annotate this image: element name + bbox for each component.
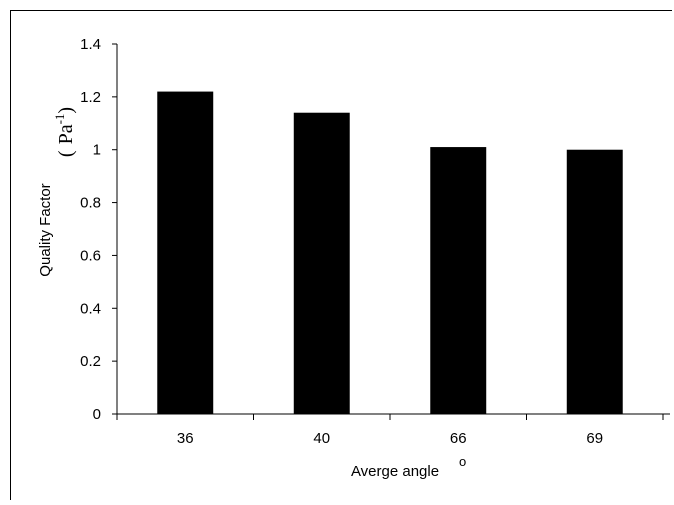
unit-close-paren: )	[55, 107, 77, 114]
y-tick-label: 0.4	[80, 300, 101, 317]
x-axis-title: Averge angle	[351, 463, 439, 480]
y-tick-label: 0	[93, 406, 101, 423]
y-tick-label: 1.2	[80, 89, 101, 106]
y-ticks-group: 0 0.2 0.4 0.6 0.8 1 1.2 1.4	[80, 36, 117, 423]
y-tick-label: 0.6	[80, 247, 101, 264]
axes-group	[116, 44, 670, 415]
x-axis-title-degree: o	[459, 454, 466, 469]
y-axis-unit: ( Pa-1)	[52, 107, 77, 157]
y-axis-title: Quality Factor	[37, 183, 54, 276]
y-tick-label: 0.2	[80, 353, 101, 370]
unit-base: Pa	[55, 124, 77, 144]
x-tick-label-36: 36	[177, 430, 194, 447]
x-ticks-group: 36 40 66 69	[116, 414, 664, 447]
chart-frame	[10, 10, 672, 500]
unit-exponent: -1	[52, 114, 67, 125]
bar-36	[157, 91, 214, 415]
x-tick-label-66: 66	[450, 430, 467, 447]
bar-66	[430, 147, 487, 415]
bar-40	[293, 112, 350, 414]
bar-69	[566, 149, 623, 414]
y-tick-label: 0.8	[80, 195, 101, 212]
y-tick-label: 1	[93, 142, 101, 159]
x-tick-label-69: 69	[586, 430, 603, 447]
x-tick-label-40: 40	[313, 430, 330, 447]
y-tick-label: 1.4	[80, 36, 101, 53]
unit-open-paren: (	[55, 150, 77, 157]
bars-group	[157, 91, 623, 415]
